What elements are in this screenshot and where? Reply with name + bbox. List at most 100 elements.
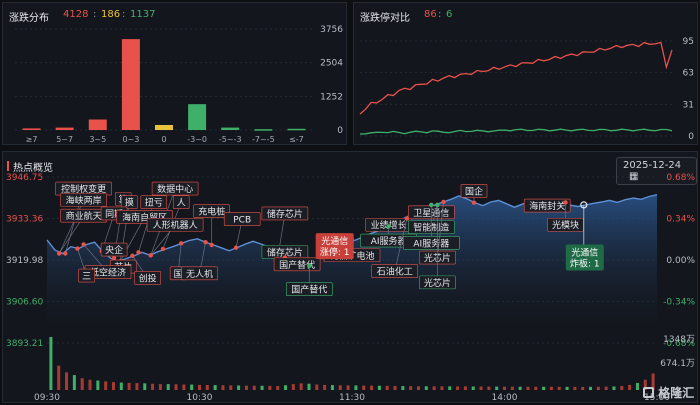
volume-bar — [330, 385, 334, 390]
volume-bar — [416, 386, 420, 390]
annotation-dot — [130, 253, 135, 258]
annotation-label: 央企 — [105, 244, 123, 256]
separator: : — [93, 9, 97, 20]
limit-ratio-panel: 涨跌停对比 86 : 6 95 63 31 0 — [353, 2, 698, 145]
volume-bar — [80, 378, 84, 390]
annotation-dot — [160, 246, 166, 252]
annotation-label: 数据中心 — [157, 183, 193, 195]
annotation-label: PCB — [233, 216, 251, 226]
separator: : — [122, 9, 126, 20]
annotation-dot — [386, 224, 391, 229]
annotation-label: 三 — [82, 272, 91, 282]
watermark-logo: 格隆汇 — [643, 384, 694, 401]
annotation-dot — [233, 245, 239, 250]
volume-bar — [237, 385, 241, 390]
volume-bar — [643, 379, 647, 390]
annotation-box — [172, 195, 190, 209]
annotation-label: 储存芯片 — [267, 208, 303, 220]
bar — [188, 104, 207, 130]
annotation-box — [151, 181, 199, 196]
annotation-label: 人 — [177, 198, 186, 209]
annotation-box — [146, 217, 204, 232]
volume-bar — [581, 386, 585, 390]
annotation-box — [193, 204, 230, 218]
callout-sub: 炸板: 1 — [570, 257, 600, 269]
annotation-dot — [563, 200, 568, 205]
volume-bar — [190, 384, 194, 390]
y-left-tick-label: 3906.60 — [6, 298, 43, 308]
volume-bar — [88, 379, 92, 390]
hot-topics-panel: 热点概览 2025-12-24 ▦ 3946.75 0.68% 3933.36 0.3… — [2, 151, 698, 403]
annotation-label: 人形机器人 — [153, 219, 198, 231]
volume-bar — [385, 385, 389, 390]
annotation-box — [100, 242, 128, 257]
annotation-box — [523, 198, 571, 213]
volume-bar — [151, 383, 155, 390]
x-tick-label: 0 — [161, 135, 166, 144]
bar — [155, 124, 173, 130]
annotation-box — [223, 212, 261, 226]
volume-bar — [96, 380, 100, 390]
x-tick-label: -3~0 — [187, 135, 207, 144]
volume-bar — [354, 385, 358, 390]
volume-bar — [72, 375, 76, 390]
annotation-dot — [75, 246, 80, 251]
distribution-panel: 涨跌分布 4128 : 186 : 1137 3756 2504 1252 0 ≥7 5~… — [2, 2, 347, 145]
x-tick-label: 15:00 — [644, 393, 670, 403]
y-left-tick-label: 3919.98 — [6, 256, 43, 266]
x-tick-label: ≤-7 — [289, 135, 304, 144]
annotation-dot — [435, 202, 440, 208]
annotation-dot — [148, 253, 153, 258]
volume-bar — [174, 384, 178, 390]
volume-bar — [440, 386, 444, 390]
bar — [254, 129, 273, 131]
limit-ratio-chart: 95 63 31 0 — [359, 37, 694, 142]
volume-bar — [291, 384, 295, 390]
volume-bar — [315, 384, 319, 390]
volume-bar — [135, 383, 139, 390]
volume-bar — [510, 386, 514, 390]
down-count: 1137 — [130, 9, 156, 20]
annotation-label: 海峡两岸 — [66, 194, 102, 206]
x-tick-label: 10:30 — [187, 393, 213, 403]
annotation-label: 光模块 — [552, 219, 579, 231]
y-right-tick-label: 0.68% — [666, 173, 695, 183]
volume-bar — [604, 386, 608, 390]
y-right-tick-label: 0.00% — [666, 256, 695, 266]
limit-up-line — [359, 41, 673, 115]
y-left-tick-label: 3893.21 — [6, 339, 43, 349]
volume-bar — [635, 382, 639, 390]
volume-bar — [448, 386, 452, 390]
annotation-box — [402, 236, 460, 250]
annotation-label: 创投 — [139, 272, 157, 284]
callout-title: 光通信 — [571, 246, 598, 258]
volume-bar — [393, 385, 397, 390]
logo-icon — [643, 387, 654, 398]
x-tick-label: 3~5 — [89, 135, 106, 144]
volume-bar — [620, 386, 624, 390]
volume-bar — [471, 386, 475, 390]
annotation-label: 同期 — [105, 209, 123, 220]
volume-bar — [166, 384, 170, 390]
annotation-dot — [179, 241, 184, 246]
annotation-box — [78, 268, 95, 283]
volume-bar — [503, 386, 506, 390]
annotation-box — [121, 195, 138, 209]
volume-bar — [198, 384, 201, 390]
bar — [22, 128, 41, 130]
limit-down-line — [359, 128, 673, 135]
volume-bar — [182, 384, 186, 390]
annotation-dot — [429, 202, 434, 208]
y-tick-label: 63 — [683, 69, 694, 79]
volume-bar — [213, 385, 217, 390]
annotation-label: 低空经济 — [90, 267, 126, 279]
annotation-dot — [111, 255, 117, 261]
volume-bar — [260, 385, 264, 390]
volume-bar — [284, 385, 288, 390]
volume-bar — [268, 385, 272, 390]
annotation-label: 国产替代 — [279, 259, 315, 271]
volume-bar — [57, 365, 61, 390]
volume-bar — [252, 385, 256, 390]
volume-bar — [573, 386, 577, 390]
annotation-label: 国产替代 — [291, 284, 327, 296]
